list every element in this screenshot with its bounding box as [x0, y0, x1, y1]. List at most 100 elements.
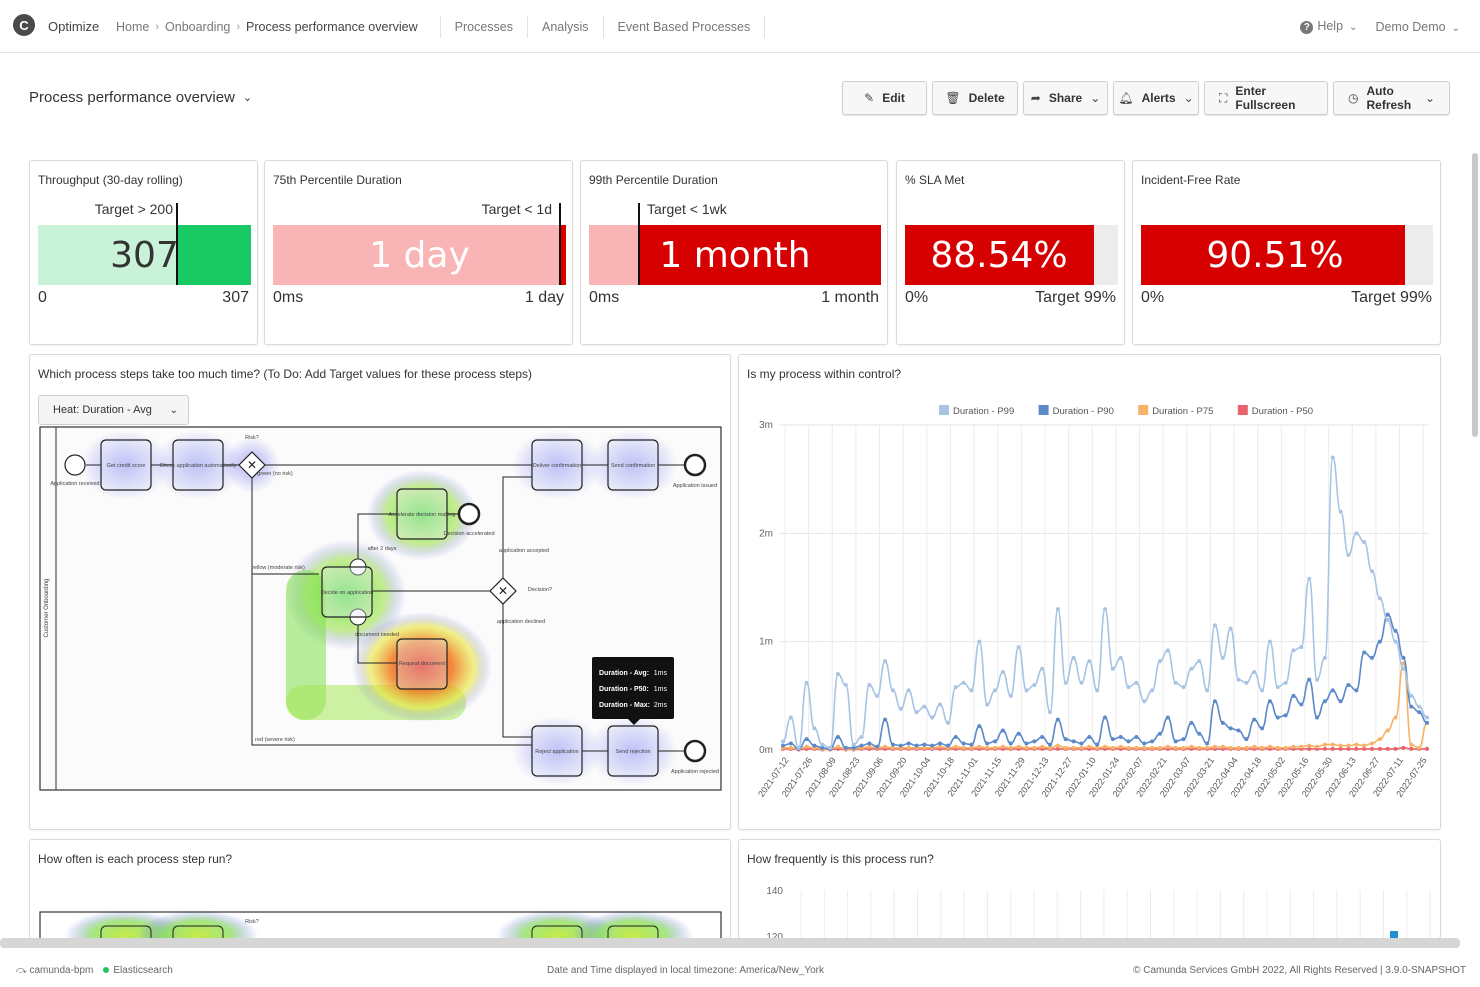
data-point[interactable] [1157, 659, 1162, 664]
data-point[interactable] [1110, 737, 1115, 742]
data-point[interactable] [1095, 745, 1100, 750]
data-point[interactable] [1142, 741, 1147, 746]
heat-type-select[interactable]: Heat: Duration - Avg ⌄ [38, 395, 189, 425]
data-point[interactable] [906, 741, 911, 746]
data-point[interactable] [1252, 717, 1257, 722]
data-point[interactable] [1417, 745, 1422, 750]
data-point[interactable] [1063, 745, 1068, 750]
data-point[interactable] [1338, 746, 1343, 751]
data-point[interactable] [1267, 639, 1272, 644]
data-point[interactable] [1157, 731, 1162, 736]
data-point[interactable] [788, 715, 793, 720]
data-point[interactable] [1157, 745, 1162, 750]
data-point[interactable] [859, 735, 864, 739]
data-point[interactable] [1008, 741, 1013, 746]
data-point[interactable] [938, 741, 943, 746]
data-point[interactable] [1142, 699, 1147, 704]
data-point[interactable] [1181, 737, 1186, 742]
data-point[interactable] [796, 745, 801, 750]
breadcrumb-home[interactable]: Home [116, 19, 150, 34]
data-point[interactable] [1189, 666, 1194, 671]
data-point[interactable] [788, 745, 793, 750]
data-point[interactable] [1079, 680, 1084, 685]
data-point[interactable] [1338, 743, 1343, 748]
data-point[interactable] [1055, 717, 1060, 722]
data-point[interactable] [1338, 699, 1343, 704]
bar[interactable] [1390, 931, 1398, 939]
data-point[interactable] [812, 743, 817, 748]
data-point[interactable] [804, 680, 809, 685]
data-point[interactable] [1417, 710, 1422, 715]
data-point[interactable] [1205, 688, 1210, 693]
camunda-logo-icon[interactable]: C [13, 14, 35, 36]
data-point[interactable] [938, 744, 943, 749]
task-send-rejection[interactable] [607, 725, 659, 777]
data-point[interactable] [1205, 741, 1210, 746]
data-point[interactable] [1425, 746, 1429, 751]
nav-analysis[interactable]: Analysis [541, 19, 589, 34]
data-point[interactable] [1267, 744, 1272, 749]
data-point[interactable] [1118, 655, 1123, 660]
data-point[interactable] [1095, 688, 1100, 693]
data-point[interactable] [953, 685, 958, 690]
data-point[interactable] [1087, 735, 1092, 739]
data-point[interactable] [1150, 739, 1155, 744]
data-point[interactable] [1330, 746, 1335, 751]
legend-label[interactable]: Duration - P75 [1152, 406, 1213, 417]
data-point[interactable] [851, 742, 856, 747]
app-name[interactable]: Optimize [48, 19, 100, 34]
data-point[interactable] [1409, 693, 1414, 698]
dashboard-title[interactable]: Process performance overview ⌄ [29, 89, 252, 106]
data-point[interactable] [1220, 720, 1225, 725]
data-point[interactable] [1024, 745, 1029, 750]
data-point[interactable] [1095, 742, 1100, 747]
data-point[interactable] [945, 743, 950, 748]
task-send-confirmation[interactable] [607, 925, 659, 939]
task-request-document[interactable] [396, 638, 448, 690]
data-point[interactable] [812, 726, 817, 731]
data-point[interactable] [1330, 688, 1335, 693]
data-point[interactable] [961, 745, 966, 750]
data-point[interactable] [1212, 699, 1217, 704]
data-point[interactable] [890, 745, 895, 750]
data-point[interactable] [1220, 655, 1225, 660]
data-point[interactable] [1008, 745, 1013, 750]
data-point[interactable] [883, 744, 888, 749]
data-point[interactable] [1315, 677, 1320, 682]
breadcrumb-onboarding[interactable]: Onboarding [165, 19, 231, 34]
data-point[interactable] [859, 743, 864, 748]
nav-event-based-processes[interactable]: Event Based Processes [617, 19, 751, 34]
data-point[interactable] [898, 706, 903, 711]
data-point[interactable] [1354, 688, 1359, 693]
data-point[interactable] [1110, 745, 1115, 750]
task-check-application[interactable] [172, 925, 224, 939]
vertical-scrollbar[interactable] [1472, 153, 1478, 437]
data-point[interactable] [1165, 744, 1170, 749]
task-decide-on-application[interactable] [321, 566, 373, 618]
data-point[interactable] [1417, 704, 1422, 709]
data-point[interactable] [1275, 715, 1280, 720]
data-point[interactable] [1048, 710, 1053, 715]
data-point[interactable] [1299, 645, 1304, 650]
data-point[interactable] [1322, 742, 1327, 747]
data-point[interactable] [1393, 639, 1398, 644]
data-point[interactable] [851, 745, 856, 750]
data-point[interactable] [1103, 607, 1107, 612]
task-get-credit-score[interactable] [100, 439, 152, 491]
data-point[interactable] [1228, 626, 1233, 631]
data-point[interactable] [1016, 731, 1021, 736]
task-get-credit-score[interactable] [100, 925, 152, 939]
data-point[interactable] [1048, 742, 1053, 747]
data-point[interactable] [890, 742, 895, 747]
data-point[interactable] [1307, 576, 1312, 581]
data-point[interactable] [1393, 715, 1398, 720]
data-point[interactable] [1322, 655, 1327, 660]
fullscreen-button[interactable]: ⛶ Enter Fullscreen [1204, 81, 1328, 115]
data-point[interactable] [930, 715, 935, 720]
data-point[interactable] [1307, 677, 1312, 682]
report-title[interactable]: How often is each process step run? [38, 852, 233, 866]
data-point[interactable] [820, 742, 825, 747]
data-point[interactable] [1118, 735, 1123, 739]
data-point[interactable] [867, 683, 872, 687]
data-point[interactable] [977, 724, 982, 729]
